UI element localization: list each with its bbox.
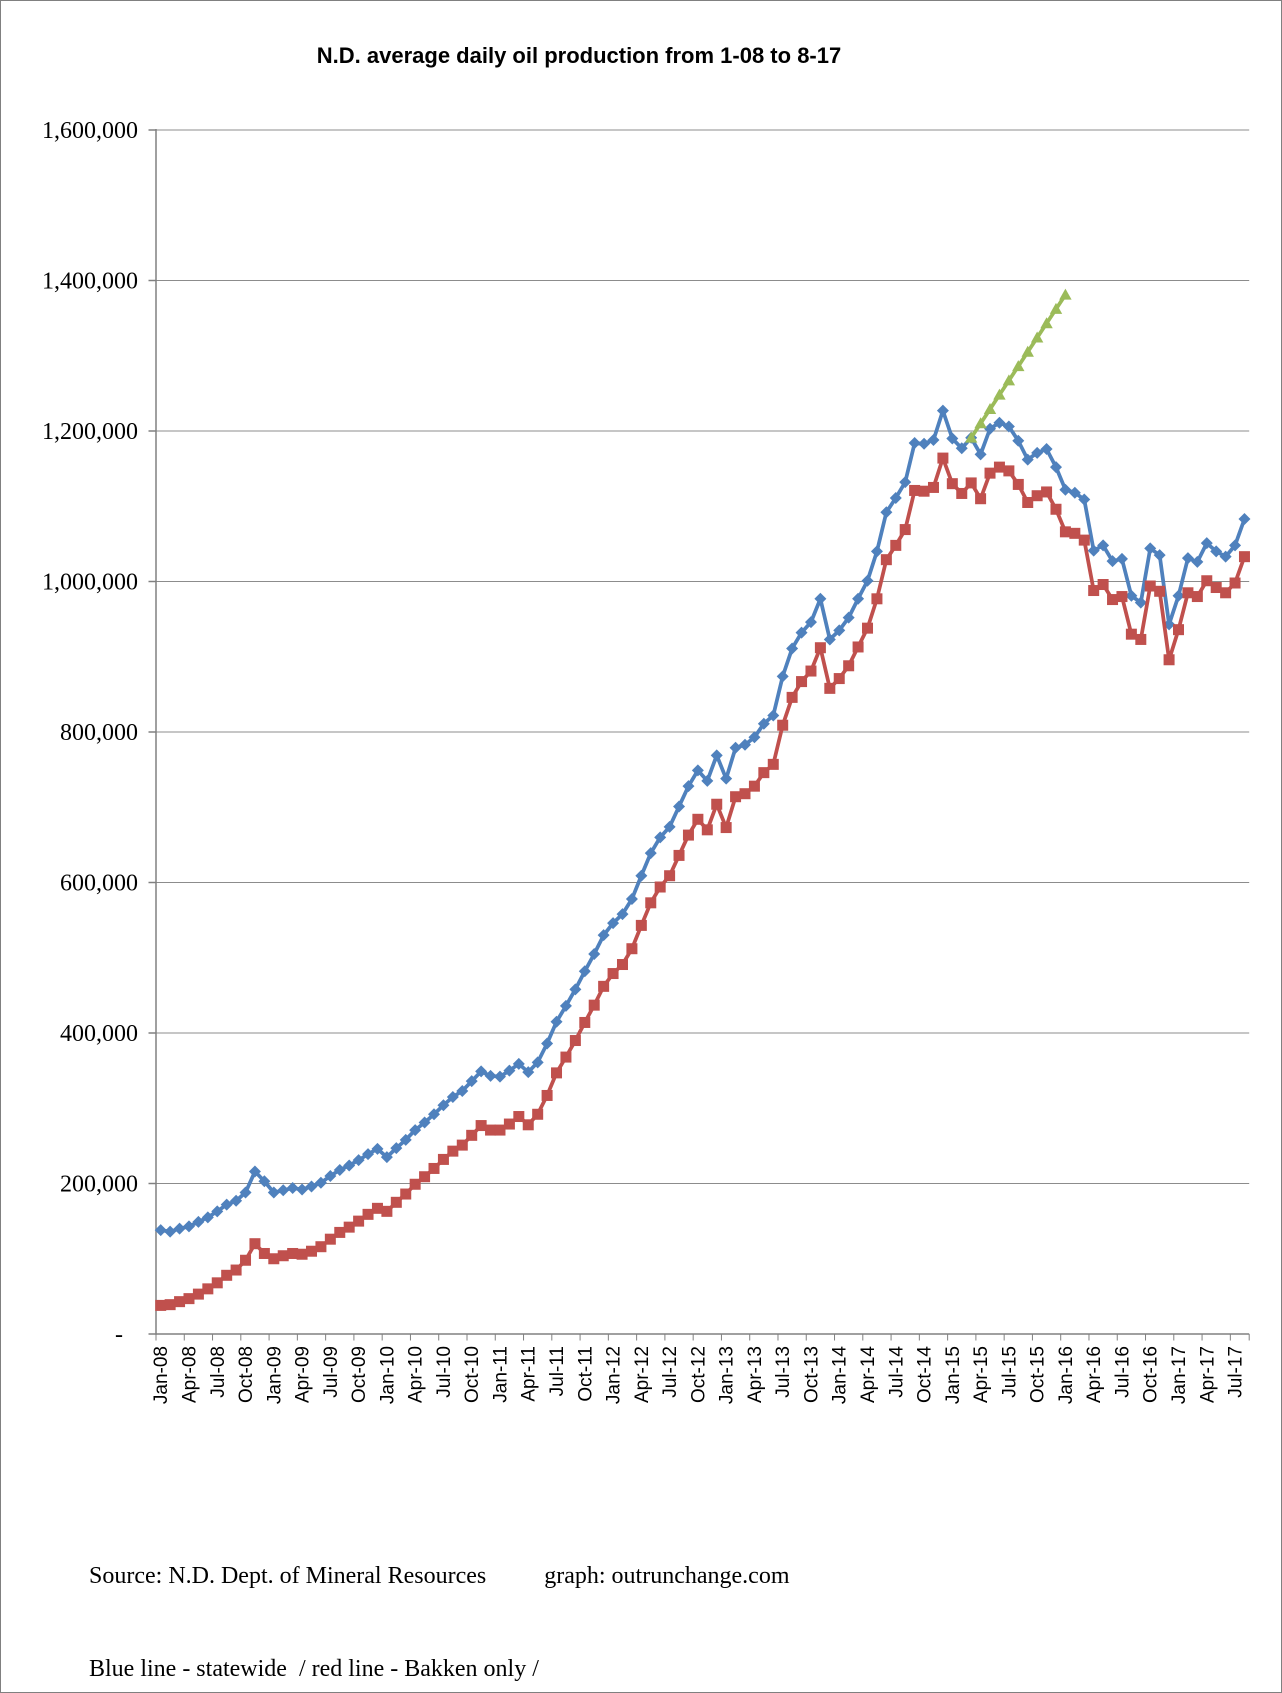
svg-text:Jan-09: Jan-09 (264, 1346, 285, 1404)
svg-text:Apr-15: Apr-15 (971, 1346, 992, 1403)
svg-text:Oct-11: Oct-11 (575, 1346, 596, 1402)
svg-text:Oct-15: Oct-15 (1028, 1346, 1049, 1403)
svg-text:Jan-17: Jan-17 (1169, 1346, 1190, 1404)
svg-text:Jul-08: Jul-08 (208, 1346, 229, 1398)
svg-text:Jan-14: Jan-14 (830, 1346, 851, 1405)
svg-text:1,000,000: 1,000,000 (42, 570, 138, 596)
svg-text:Oct-16: Oct-16 (1141, 1346, 1162, 1403)
chart-footnotes: Source: N.D. Dept. of Mineral Resources g… (89, 1499, 1199, 1692)
svg-text:Apr-14: Apr-14 (858, 1346, 879, 1403)
svg-text:200,000: 200,000 (60, 1172, 138, 1198)
svg-text:1,400,000: 1,400,000 (42, 269, 138, 295)
svg-text:Jan-10: Jan-10 (377, 1346, 398, 1404)
svg-text:1,200,000: 1,200,000 (42, 419, 138, 445)
footnote-legend-line: Blue line - statewide / red line - Bakke… (89, 1656, 539, 1682)
svg-text:Jan-12: Jan-12 (604, 1346, 625, 1404)
y-axis-labels: - 200,000 400,000 600,000 800,000 1,000,000 1,… (42, 118, 138, 1348)
svg-text:Jan-08: Jan-08 (151, 1346, 172, 1404)
chart-title: N.D. average daily oil production from 1… (316, 43, 842, 68)
svg-text:600,000: 600,000 (60, 871, 138, 897)
svg-text:800,000: 800,000 (60, 720, 138, 746)
svg-text:Jul-12: Jul-12 (660, 1346, 681, 1398)
svg-text:Oct-10: Oct-10 (462, 1346, 483, 1403)
svg-text:Jul-15: Jul-15 (999, 1346, 1020, 1398)
series-statewide (154, 404, 1251, 1238)
svg-text:Jul-13: Jul-13 (773, 1346, 794, 1398)
svg-text:Apr-16: Apr-16 (1084, 1346, 1105, 1403)
y-gridlines (156, 129, 1250, 1184)
markers-diamond (154, 404, 1251, 1238)
svg-text:1,600,000: 1,600,000 (42, 118, 138, 144)
svg-text:Jul-09: Jul-09 (321, 1346, 342, 1398)
svg-text:Apr-11: Apr-11 (519, 1346, 540, 1402)
series-bakken-only (155, 452, 1250, 1311)
svg-text:Oct-09: Oct-09 (349, 1346, 370, 1403)
svg-text:Jul-10: Jul-10 (434, 1346, 455, 1398)
svg-text:Jan-16: Jan-16 (1056, 1346, 1077, 1404)
svg-text:Oct-13: Oct-13 (801, 1346, 822, 1403)
svg-text:Apr-12: Apr-12 (632, 1346, 653, 1403)
svg-text:Jul-17: Jul-17 (1226, 1346, 1247, 1398)
svg-text:Apr-13: Apr-13 (745, 1346, 766, 1403)
svg-text:Oct-08: Oct-08 (236, 1346, 257, 1403)
markers-square (155, 452, 1250, 1311)
x-axis-ticks (155, 1334, 1250, 1341)
svg-text:Jan-11: Jan-11 (490, 1346, 511, 1403)
source-credit: Source: N.D. Dept. of Mineral Resources (89, 1563, 487, 1589)
svg-text:Apr-08: Apr-08 (179, 1346, 200, 1403)
svg-text:-: - (115, 1322, 123, 1348)
svg-text:Jul-16: Jul-16 (1112, 1346, 1133, 1398)
svg-text:400,000: 400,000 (60, 1021, 138, 1047)
svg-text:Jul-11: Jul-11 (547, 1346, 568, 1396)
series-proforma-resumed-growth (964, 288, 1072, 443)
footnote-source-line: Source: N.D. Dept. of Mineral Resources g… (89, 1561, 1199, 1592)
svg-text:Apr-10: Apr-10 (406, 1346, 427, 1403)
x-axis-labels: Jan-08 Apr-08 Jul-08 Oct-08 Jan-09 Apr-09 Jul-… (151, 1346, 1246, 1405)
svg-text:Apr-09: Apr-09 (293, 1346, 314, 1403)
svg-text:Apr-17: Apr-17 (1197, 1346, 1218, 1403)
graph-credit: graph: outrunchange.com (544, 1563, 790, 1589)
svg-text:Oct-14: Oct-14 (915, 1346, 936, 1403)
svg-text:Jan-13: Jan-13 (717, 1346, 738, 1404)
svg-text:Oct-12: Oct-12 (688, 1346, 709, 1403)
svg-text:Jul-14: Jul-14 (886, 1346, 907, 1398)
axes (155, 129, 1250, 1335)
y-axis-ticks (148, 129, 156, 1335)
markers-triangle (964, 288, 1072, 443)
svg-text:Jan-15: Jan-15 (943, 1346, 964, 1404)
